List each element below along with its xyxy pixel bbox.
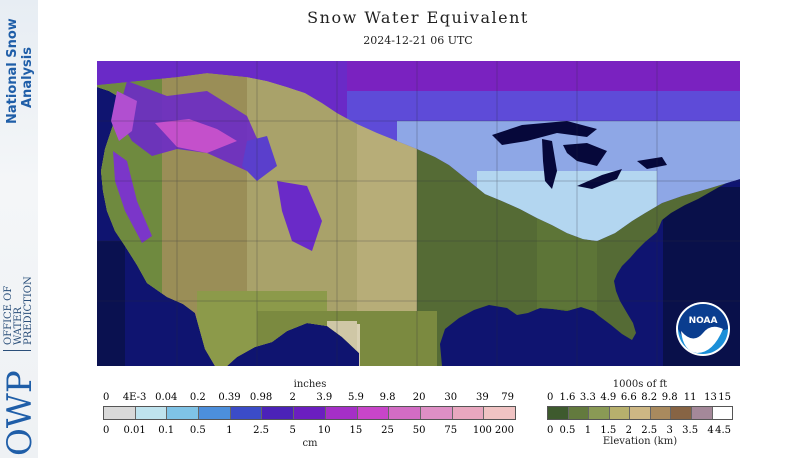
elev-swatch	[630, 407, 651, 419]
swe-swatch	[484, 407, 515, 419]
elev-km-tick: 0.5	[559, 425, 576, 436]
elev-ft-tick: 8.2	[641, 392, 658, 403]
swe-cm-tick: 200	[494, 425, 514, 436]
swe-colorbar	[103, 406, 516, 420]
swe-inches-tick: 0.39	[218, 392, 241, 403]
swe-inches-tick: 39	[476, 392, 489, 403]
elev-swatch	[568, 407, 590, 419]
elev-ft-tick: 9.8	[661, 392, 678, 403]
swe-swatch	[325, 407, 358, 419]
swe-inches-tick: 20	[412, 392, 426, 403]
swe-inches-tick: 4E-3	[122, 392, 147, 403]
swe-swatch	[294, 407, 326, 419]
swe-inches-tick: 30	[444, 392, 458, 403]
swe-swatch	[167, 407, 200, 419]
elev-ft-tick: 15	[718, 392, 731, 403]
swe-swatch	[199, 407, 231, 419]
swe-unit-inches: inches	[293, 379, 327, 390]
elev-ft-tick: 6.6	[620, 392, 637, 403]
elev-ft-tick: 4.9	[600, 392, 617, 403]
swe-cm-tick: 10	[317, 425, 331, 436]
swe-cm-tick: 15	[349, 425, 363, 436]
elev-ft-tick: 11	[683, 392, 697, 403]
swe-inches-tick: 0	[103, 392, 110, 403]
elev-ft-tick: 1.6	[559, 392, 576, 403]
elev-km-tick: 4	[707, 425, 714, 436]
swe-cm-tick: 0.01	[123, 425, 146, 436]
elev-km-tick: 3.5	[682, 425, 699, 436]
elev-swatch	[712, 407, 733, 419]
swe-swatch	[230, 407, 263, 419]
swe-inches-tick: 9.8	[379, 392, 396, 403]
owp-logo: OWP	[0, 370, 40, 456]
noaa-label: NOAA	[689, 316, 718, 326]
swe-cm-tick: 0.1	[158, 425, 175, 436]
pacific-outside-grid	[97, 241, 125, 366]
swe-cm-tick: 1	[226, 425, 233, 436]
branding-strip: National Snow Analysis OFFICE OF WATER P…	[0, 0, 40, 458]
swe-cm-tick: 2.5	[253, 425, 270, 436]
elev-ft-tick: 3.3	[579, 392, 596, 403]
swe-swatch	[357, 407, 390, 419]
swe-swatch	[389, 407, 421, 419]
swe-swatch	[452, 407, 485, 419]
swe-cm-tick: 50	[412, 425, 426, 436]
elev-km-tick: 0	[547, 425, 554, 436]
swe-cm-tick: 0	[103, 425, 110, 436]
swe-inches-tick: 3.9	[316, 392, 333, 403]
swe-cm-tick: 75	[444, 425, 458, 436]
swe-inches-tick: 0.2	[189, 392, 206, 403]
swe-inches-tick: 0.98	[249, 392, 273, 403]
elev-km-tick: 3	[666, 425, 673, 436]
elev-km-tick: 2	[625, 425, 632, 436]
elev-km-tick: 2.5	[641, 425, 658, 436]
noaa-logo: NOAA	[676, 302, 730, 356]
swe-cm-tick: 100	[472, 425, 492, 436]
state-boundaries	[97, 61, 740, 366]
swe-map: NOAA	[97, 61, 740, 366]
swe-swatch	[420, 407, 453, 419]
elev-swatch	[671, 407, 692, 419]
map-title: Snow Water Equivalent	[307, 8, 529, 27]
mountain-snowpack	[111, 81, 322, 251]
elev-swatch	[548, 407, 569, 419]
elev-swatch	[650, 407, 672, 419]
elev-swatch	[691, 407, 713, 419]
swe-cm-tick: 25	[381, 425, 394, 436]
swe-inches-tick: 2	[289, 392, 296, 403]
swe-inches-tick: 5.9	[347, 392, 364, 403]
swe-ticks-cm: 0 0.01 0.1 0.5 1 2.5 5 10 15 25 50 75 100 200	[103, 425, 516, 437]
swe-swatch	[262, 407, 295, 419]
elev-km-tick: 1	[584, 425, 592, 436]
swe-swatch	[104, 407, 136, 419]
swe-inches-tick: 79	[501, 392, 514, 403]
owp-name-line3: PREDICTION	[23, 276, 34, 345]
elev-swatch	[609, 407, 631, 419]
swe-unit-cm: cm	[302, 438, 318, 449]
swe-swatch	[135, 407, 168, 419]
elev-ticks-ft: 0 1.6 3.3 4.9 6.6 8.2 9.8 11 13 15	[547, 392, 733, 404]
elev-swatch	[589, 407, 610, 419]
elev-ft-tick: 13	[704, 392, 717, 403]
swe-cm-tick: 5	[289, 425, 296, 436]
owp-divider	[3, 350, 31, 351]
swe-ticks-inches: 0 4E-3 0.04 0.2 0.39 0.98 2 3.9 5.9 9.8 20 30 39 79	[103, 392, 516, 404]
great-lakes	[492, 121, 667, 189]
nsa-title-line2: Analysis	[20, 47, 35, 108]
elev-unit-ft: 1000s of ft	[612, 379, 668, 390]
elev-ticks-km: 0 0.5 1 1.5 2 2.5 3 3.5 4 4.5	[547, 425, 733, 437]
elev-colorbar	[547, 406, 733, 420]
elev-km-tick: 4.5	[715, 425, 731, 436]
swe-cm-tick: 0.5	[189, 425, 206, 436]
elev-km-tick: 1.5	[600, 425, 617, 436]
map-timestamp: 2024-12-21 06 UTC	[363, 34, 473, 47]
elev-ft-tick: 0	[547, 392, 554, 403]
swe-inches-tick: 0.04	[155, 392, 178, 403]
elev-unit-km: Elevation (km)	[602, 436, 678, 447]
